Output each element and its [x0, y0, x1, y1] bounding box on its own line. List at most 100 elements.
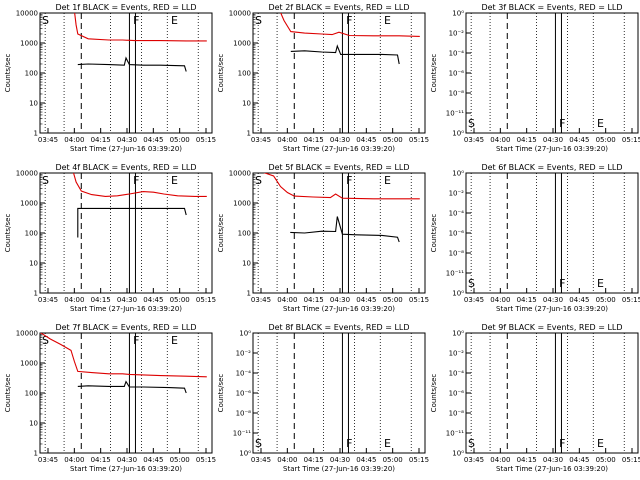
x-tick-label: 04:45 [143, 456, 163, 464]
panel-title: Det 6f BLACK = Events, RED = LLD [481, 163, 622, 172]
x-tick-label: 05:15 [622, 456, 640, 464]
x-tick-label: 04:00 [277, 456, 297, 464]
x-tick-label: 05:00 [383, 136, 403, 144]
x-tick-label: 04:15 [304, 456, 324, 464]
y-tick-label: 10⁰ [452, 450, 464, 458]
event-marker-e: E [597, 437, 604, 450]
event-marker-f: F [559, 117, 565, 130]
panel-title: Det 1f BLACK = Events, RED = LLD [55, 3, 196, 12]
plot-frame [39, 12, 213, 134]
x-tick-label: 04:15 [517, 136, 537, 144]
y-tick-label: 10⁻² [449, 30, 465, 38]
event-marker-f: F [133, 174, 139, 187]
x-tick-label: 05:15 [196, 456, 216, 464]
y-axis-label: Counts/sec [4, 54, 12, 93]
y-tick-label: 10000 [16, 10, 38, 18]
event-marker-s: S [468, 117, 475, 130]
x-tick-label: 04:45 [569, 296, 589, 304]
plot-frame [465, 12, 639, 134]
lld-series-line [40, 333, 207, 378]
panel-2: Det 2f BLACK = Events, RED = LLD 1 10 100 10… [217, 3, 429, 153]
x-tick-label: 04:30 [117, 136, 137, 144]
y-tick-label: 10⁻⁶ [449, 230, 465, 238]
x-tick-label: 04:45 [569, 456, 589, 464]
x-tick-label: 04:15 [91, 456, 111, 464]
x-tick-label: 04:45 [569, 136, 589, 144]
y-tick-label: 1 [247, 130, 251, 138]
event-marker-e: E [597, 117, 604, 130]
plot-frame [465, 172, 639, 294]
event-marker-f: F [559, 277, 565, 290]
panel-title: Det 5f BLACK = Events, RED = LLD [268, 163, 409, 172]
x-tick-label: 05:00 [383, 456, 403, 464]
x-tick-label: 03:45 [38, 456, 58, 464]
x-tick-label: 05:15 [409, 296, 429, 304]
x-tick-label: 04:30 [330, 456, 350, 464]
y-tick-label: 10⁻⁶ [449, 70, 465, 78]
x-tick-label: 04:00 [277, 296, 297, 304]
x-tick-label: 05:00 [596, 296, 616, 304]
y-axis-label: Counts/sec [217, 54, 225, 93]
x-tick-label: 04:45 [356, 296, 376, 304]
y-tick-label: 100 [25, 390, 38, 398]
event-marker-f: F [346, 14, 352, 27]
y-tick-label: 10⁻¹¹ [233, 430, 251, 438]
y-tick-label: 10000 [16, 330, 38, 338]
event-marker-s: S [42, 334, 49, 347]
y-axis-label: Counts/sec [430, 374, 438, 413]
x-axis-label: Start Time (27-Jun-16 03:39:20) [283, 145, 395, 153]
x-tick-label: 04:15 [517, 456, 537, 464]
panel-title: Det 9f BLACK = Events, RED = LLD [481, 323, 622, 332]
plot-frame [39, 172, 213, 294]
y-tick-label: 10⁰ [452, 170, 464, 178]
plot-frame [252, 172, 426, 294]
events-series-line [77, 56, 187, 72]
x-tick-label: 04:45 [143, 136, 163, 144]
event-marker-s: S [468, 277, 475, 290]
y-tick-label: 10⁰ [239, 450, 251, 458]
y-axis-label: Counts/sec [430, 54, 438, 93]
plot-frame [465, 332, 639, 454]
y-tick-label: 10 [29, 420, 38, 428]
x-tick-label: 04:45 [356, 136, 376, 144]
x-tick-label: 03:45 [251, 456, 271, 464]
x-axis-label: Start Time (27-Jun-16 03:39:20) [70, 465, 182, 473]
x-tick-label: 04:00 [490, 296, 510, 304]
x-tick-label: 04:00 [490, 136, 510, 144]
panel-title: Det 7f BLACK = Events, RED = LLD [55, 323, 196, 332]
y-tick-label: 10⁰ [452, 130, 464, 138]
x-tick-label: 04:00 [277, 136, 297, 144]
event-marker-f: F [559, 437, 565, 450]
y-tick-label: 10 [29, 260, 38, 268]
x-axis-label: Start Time (27-Jun-16 03:39:20) [70, 305, 182, 313]
x-tick-label: 04:30 [117, 296, 137, 304]
event-marker-f: F [346, 174, 352, 187]
y-tick-label: 10⁻⁴ [236, 370, 252, 378]
y-tick-label: 100 [238, 230, 251, 238]
x-tick-label: 04:15 [304, 136, 324, 144]
event-marker-s: S [468, 437, 475, 450]
x-tick-label: 03:45 [251, 296, 271, 304]
y-tick-label: 10⁻⁸ [449, 90, 465, 98]
y-tick-label: 10⁻¹¹ [446, 110, 464, 118]
y-tick-label: 1000 [20, 40, 38, 48]
x-tick-label: 03:45 [38, 296, 58, 304]
y-tick-label: 10 [242, 260, 251, 268]
x-axis-label: Start Time (27-Jun-16 03:39:20) [283, 305, 395, 313]
y-axis-label: Counts/sec [4, 374, 12, 413]
y-axis-label: Counts/sec [430, 214, 438, 253]
y-tick-label: 10⁻² [449, 350, 465, 358]
y-tick-label: 1000 [20, 200, 38, 208]
y-tick-label: 100 [238, 70, 251, 78]
x-axis-label: Start Time (27-Jun-16 03:39:20) [70, 145, 182, 153]
event-marker-s: S [42, 174, 49, 187]
y-tick-label: 1 [34, 450, 38, 458]
panel-6: Det 6f BLACK = Events, RED = LLD 10⁰ 10⁻¹¹… [430, 163, 640, 313]
x-tick-label: 04:00 [64, 456, 84, 464]
y-tick-label: 10⁻¹¹ [446, 430, 464, 438]
panel-title: Det 3f BLACK = Events, RED = LLD [481, 3, 622, 12]
y-tick-label: 10000 [229, 10, 251, 18]
y-tick-label: 100 [25, 230, 38, 238]
y-tick-label: 10⁰ [452, 10, 464, 18]
